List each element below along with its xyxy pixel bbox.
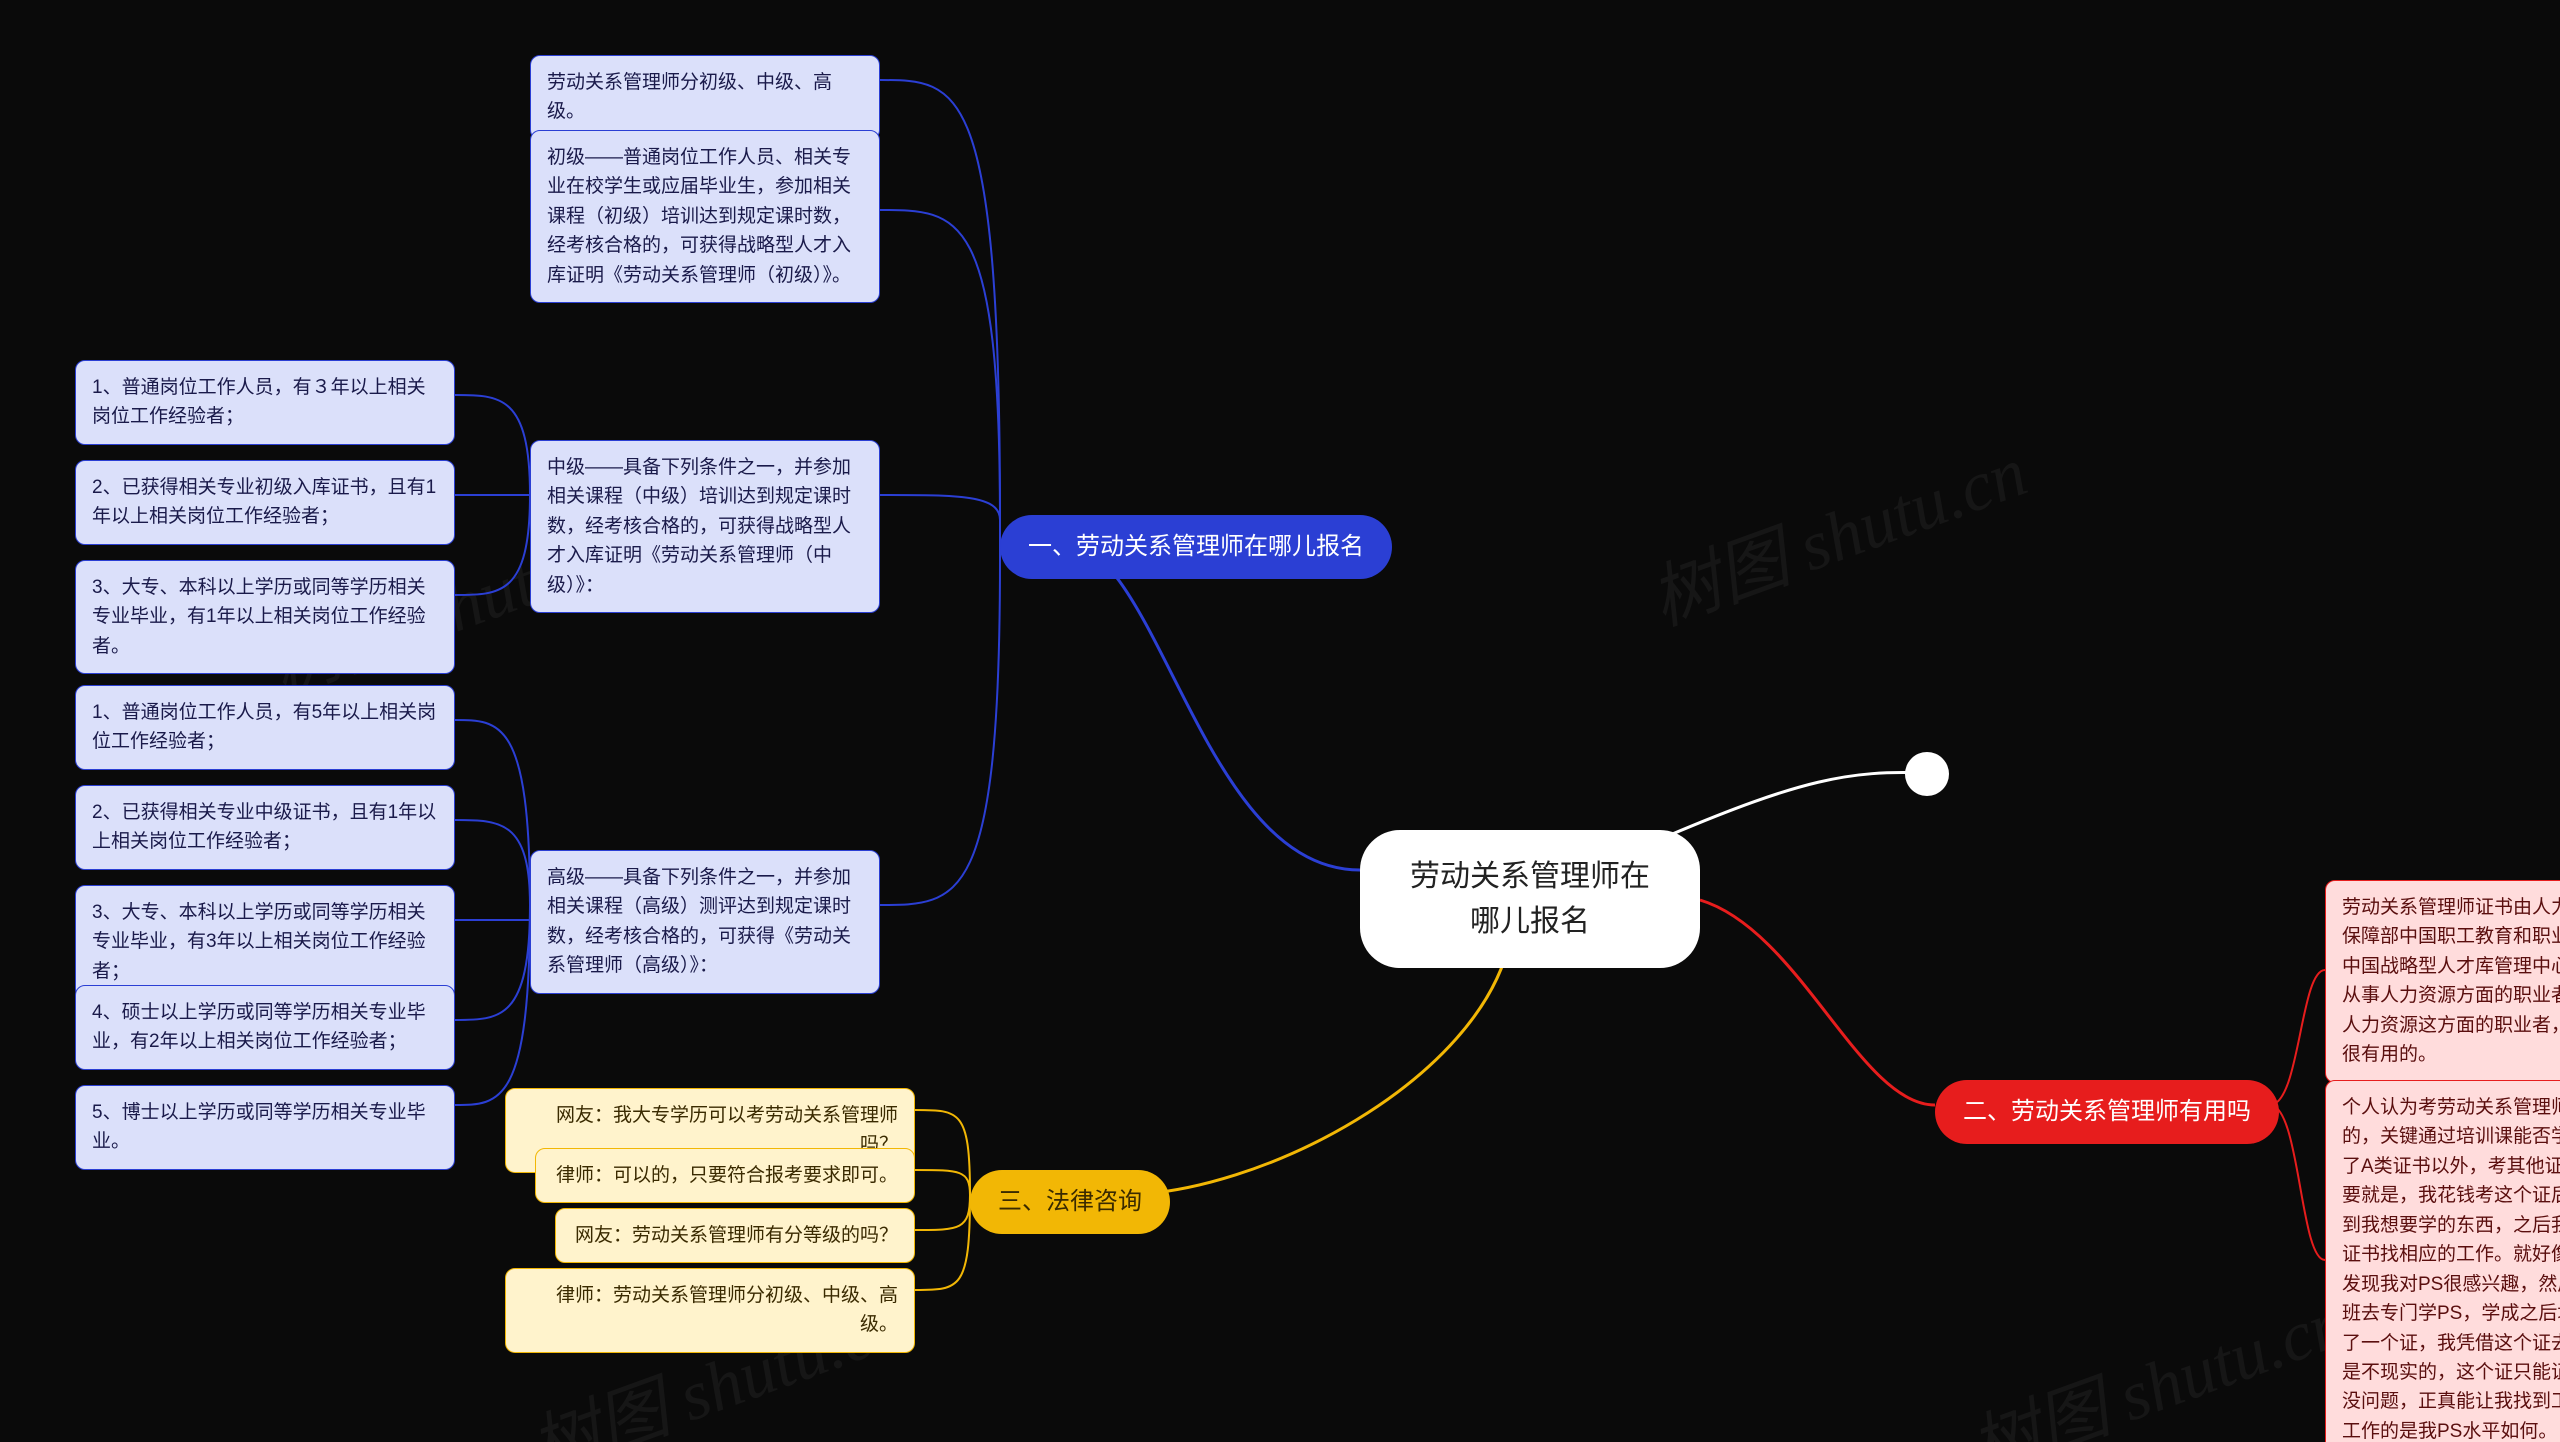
branch-three-leaf[interactable]: 律师：劳动关系管理师分初级、中级、高级。 bbox=[505, 1268, 915, 1353]
branch-one-subleaf[interactable]: 2、已获得相关专业初级入库证书，且有1年以上相关岗位工作经验者； bbox=[75, 460, 455, 545]
branch-one-leaf[interactable]: 高级——具备下列条件之一，并参加相关课程（高级）测评达到规定课时数，经考核合格的… bbox=[530, 850, 880, 994]
branch-one-subleaf[interactable]: 4、硕士以上学历或同等学历相关专业毕业，有2年以上相关岗位工作经验者； bbox=[75, 985, 455, 1070]
center-topic[interactable]: 劳动关系管理师在哪儿报名 bbox=[1360, 830, 1700, 968]
branch-one-leaf[interactable]: 劳动关系管理师分初级、中级、高级。 bbox=[530, 55, 880, 140]
branch-two-leaf[interactable]: 个人认为考劳动关系管理师证书不是目的，关键通过培训课能否学到东西，除了A类证书以… bbox=[2325, 1080, 2560, 1442]
watermark: 树图 shutu.cn bbox=[1955, 1266, 2359, 1442]
branch-one-subleaf[interactable]: 5、博士以上学历或同等学历相关专业毕业。 bbox=[75, 1085, 455, 1170]
watermark: 树图 shutu.cn bbox=[1635, 416, 2039, 645]
branch-one-subleaf[interactable]: 1、普通岗位工作人员，有5年以上相关岗位工作经验者； bbox=[75, 685, 455, 770]
branch-one-subleaf[interactable]: 2、已获得相关专业中级证书，且有1年以上相关岗位工作经验者； bbox=[75, 785, 455, 870]
branch-one-subleaf[interactable]: 3、大专、本科以上学历或同等学历相关专业毕业，有1年以上相关岗位工作经验者。 bbox=[75, 560, 455, 674]
branch-three-leaf[interactable]: 网友：劳动关系管理师有分等级的吗？ bbox=[555, 1208, 915, 1263]
branch-one-subleaf[interactable]: 1、普通岗位工作人员，有３年以上相关岗位工作经验者； bbox=[75, 360, 455, 445]
branch-three-leaf[interactable]: 律师：可以的，只要符合报考要求即可。 bbox=[535, 1148, 915, 1203]
branch-one-leaf[interactable]: 初级——普通岗位工作人员、相关专业在校学生或应届毕业生，参加相关课程（初级）培训… bbox=[530, 130, 880, 303]
branch-two[interactable]: 二、劳动关系管理师有用吗 bbox=[1935, 1080, 2279, 1144]
branch-one-leaf[interactable]: 中级——具备下列条件之一，并参加相关课程（中级）培训达到规定课时数，经考核合格的… bbox=[530, 440, 880, 613]
branch-three[interactable]: 三、法律咨询 bbox=[970, 1170, 1170, 1234]
branch-one[interactable]: 一、劳动关系管理师在哪儿报名 bbox=[1000, 515, 1392, 579]
empty-child-node[interactable] bbox=[1905, 752, 1949, 796]
branch-two-leaf[interactable]: 劳动关系管理师证书由人力资源和社会保障部中国职工教育和职业培训协会与中国战略型人… bbox=[2325, 880, 2560, 1083]
branch-one-subleaf[interactable]: 3、大专、本科以上学历或同等学历相关专业毕业，有3年以上相关岗位工作经验者； bbox=[75, 885, 455, 999]
